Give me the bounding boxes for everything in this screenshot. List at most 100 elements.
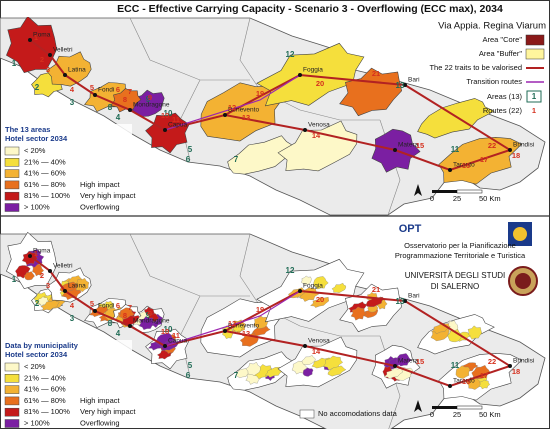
class-swatch — [4, 374, 20, 383]
route-number: 17 — [480, 371, 488, 380]
legend-heading: Data by municipality — [5, 341, 79, 350]
region-border — [239, 233, 261, 307]
routes-sample: 1 — [532, 106, 536, 115]
place-label: Latina — [68, 67, 86, 74]
municipality — [471, 365, 491, 379]
area-number: 10 — [164, 325, 173, 334]
municipality — [478, 379, 491, 390]
route-number: 2 — [40, 271, 44, 280]
area-number: 13 — [396, 297, 405, 306]
route-number: 10 — [161, 111, 169, 120]
route-number: 17 — [480, 155, 488, 164]
municipality — [301, 275, 312, 285]
place-label: Venosa — [308, 122, 330, 129]
municipality — [310, 296, 329, 308]
route-number: 18 — [512, 367, 520, 376]
place-dot — [303, 344, 307, 348]
legend-heading: Hotel sector 2034 — [5, 134, 68, 143]
title: ECC - Effective Carrying Capacity - Scen… — [117, 3, 503, 15]
region-border — [239, 17, 261, 91]
legend-bg — [2, 124, 132, 210]
area-zone — [145, 112, 190, 154]
legend-buffer: Area "Buffer" — [479, 49, 522, 58]
class-label: High impact — [80, 396, 121, 405]
bottom_map-panel: Roma Velletri Latina Fondi Mondragone Capua Be… — [0, 231, 546, 429]
legend-traits: The 22 traits to be valorised — [429, 63, 522, 72]
place-dot — [303, 128, 307, 132]
subtitle: Via Appia. Regina Viarum — [438, 21, 546, 32]
route-number: 15 — [416, 357, 424, 366]
route-number: 13 — [242, 113, 250, 122]
place-label: Taranto — [453, 162, 475, 169]
route-number: 15 — [416, 141, 424, 150]
place-label: Roma — [33, 248, 51, 255]
place-label: Bari — [408, 293, 420, 300]
route-number: 14 — [312, 131, 321, 140]
municipality — [455, 365, 471, 379]
core-swatch — [525, 34, 545, 46]
class-swatch — [4, 180, 20, 190]
transition-route — [164, 74, 301, 131]
municipality — [313, 276, 329, 290]
area-number: 9 — [146, 95, 151, 104]
place-label: Brindisi — [513, 142, 534, 149]
route-number: 12 — [228, 103, 236, 112]
route-number: 11 — [172, 115, 180, 124]
municipality — [301, 355, 316, 365]
legend-areas: Areas (13) — [487, 92, 523, 101]
municipality — [323, 355, 343, 371]
region-border — [129, 17, 250, 81]
area-number: 11 — [451, 145, 460, 154]
route-number: 20 — [316, 295, 324, 304]
place-dot — [128, 324, 132, 328]
area-number: 1 — [12, 275, 17, 284]
scale-label: 0 — [430, 410, 434, 419]
route-number: 2 — [40, 55, 44, 64]
place-dot — [393, 364, 397, 368]
class-swatch — [4, 158, 20, 167]
area-number: 6 — [186, 371, 191, 380]
place-label: Benevento — [228, 107, 259, 114]
traiana-route — [224, 289, 511, 367]
route-number: 3 — [46, 65, 50, 74]
municipality — [383, 368, 403, 379]
area-zone — [46, 51, 92, 87]
area-number: 3 — [70, 314, 75, 323]
top-legend: Area "Core" Area "Buffer" The 22 traits … — [429, 34, 545, 115]
area-zone — [277, 120, 358, 172]
class-swatch — [4, 419, 20, 428]
place-dot — [448, 384, 452, 388]
university-line2: DI SALERNO — [431, 282, 479, 291]
scale-label: 0 — [430, 194, 434, 203]
class-swatch — [4, 169, 20, 178]
place-dot — [393, 148, 397, 152]
route-number: 4 — [70, 85, 75, 94]
place-dot — [508, 364, 512, 368]
class-label: Overflowing — [80, 418, 120, 427]
route-number: 14 — [312, 347, 321, 356]
place-label: Roma — [33, 32, 51, 39]
place-label: Capua — [168, 122, 188, 129]
area-zone — [417, 98, 495, 139]
area-number: 5 — [188, 361, 193, 370]
class-label: Very high impact — [80, 191, 136, 200]
area-number: 3 — [70, 98, 75, 107]
route-number: 6 — [116, 85, 120, 94]
university-seal-core — [515, 273, 531, 289]
place-dot — [223, 113, 227, 117]
class-range: 81% — 100% — [24, 407, 70, 416]
legend-bg — [2, 340, 132, 426]
route-number: 21 — [372, 69, 380, 78]
route-number: 22 — [488, 357, 496, 366]
area-number: 2 — [35, 299, 40, 308]
route-number: 7 — [128, 303, 132, 312]
area-number: 8 — [108, 319, 113, 328]
class-range: < 20% — [24, 362, 46, 371]
route-number: 6 — [116, 301, 120, 310]
area-number: 5 — [188, 145, 193, 154]
scale-label: 25 — [453, 410, 461, 419]
place-label: Taranto — [453, 378, 475, 385]
route-number: 8 — [123, 95, 127, 104]
route-number: 9 — [148, 93, 152, 102]
opt-logo: OPT — [399, 223, 422, 235]
